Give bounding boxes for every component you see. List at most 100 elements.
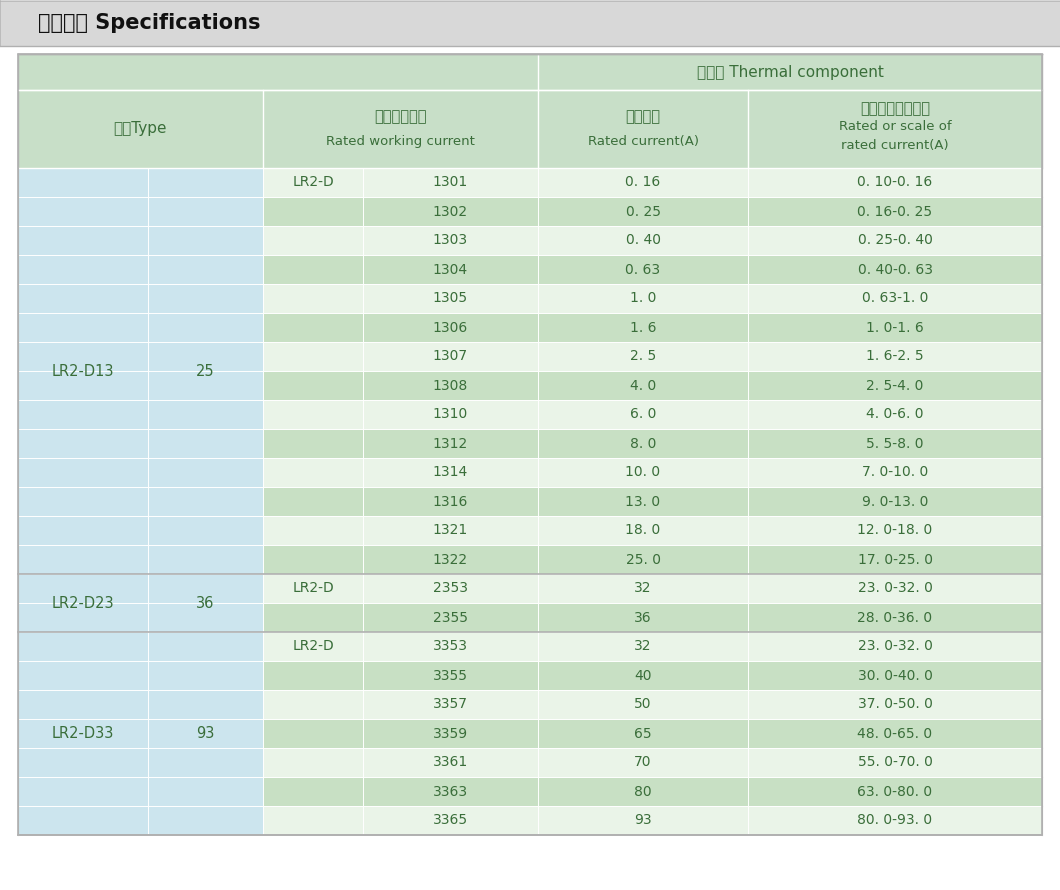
Text: 0. 40: 0. 40 xyxy=(625,233,660,247)
Bar xyxy=(263,574,1042,603)
Text: LR2-D13: LR2-D13 xyxy=(52,363,114,378)
Text: 1. 0-1. 6: 1. 0-1. 6 xyxy=(866,320,924,335)
Bar xyxy=(18,54,1042,90)
Text: rated current(A): rated current(A) xyxy=(842,139,949,151)
Bar xyxy=(263,458,1042,487)
Text: 63. 0-80. 0: 63. 0-80. 0 xyxy=(858,784,933,798)
Bar xyxy=(263,313,1042,342)
Text: 2355: 2355 xyxy=(432,611,469,625)
Bar xyxy=(18,632,263,835)
Text: 36: 36 xyxy=(634,611,652,625)
Bar xyxy=(748,90,1042,168)
Text: 4. 0-6. 0: 4. 0-6. 0 xyxy=(866,408,923,422)
Bar xyxy=(263,690,1042,719)
Text: 23. 0-32. 0: 23. 0-32. 0 xyxy=(858,581,933,595)
Text: 37. 0-50. 0: 37. 0-50. 0 xyxy=(858,698,933,711)
Text: 25. 0: 25. 0 xyxy=(625,553,660,567)
Bar xyxy=(18,54,538,90)
Bar xyxy=(263,632,1042,661)
Text: 热元件 Thermal component: 热元件 Thermal component xyxy=(696,64,883,79)
Text: LR2-D: LR2-D xyxy=(293,640,334,653)
Bar xyxy=(263,168,1042,197)
Text: 额定电流选择范围: 额定电流选择范围 xyxy=(860,101,930,117)
Text: LR2-D23: LR2-D23 xyxy=(52,595,114,611)
Text: 4. 0: 4. 0 xyxy=(630,378,656,392)
Text: 1321: 1321 xyxy=(432,523,469,538)
Text: LR2-D: LR2-D xyxy=(293,175,334,190)
Text: 17. 0-25. 0: 17. 0-25. 0 xyxy=(858,553,933,567)
Text: 0. 63-1. 0: 0. 63-1. 0 xyxy=(862,292,929,305)
Text: 2. 5: 2. 5 xyxy=(630,350,656,363)
Text: 0. 25-0. 40: 0. 25-0. 40 xyxy=(858,233,933,247)
Text: 55. 0-70. 0: 55. 0-70. 0 xyxy=(858,756,933,770)
Bar xyxy=(538,90,748,168)
Text: 1301: 1301 xyxy=(432,175,469,190)
Text: 技术参数 Specifications: 技术参数 Specifications xyxy=(38,13,261,33)
Text: 3355: 3355 xyxy=(432,668,469,683)
Text: 3365: 3365 xyxy=(432,813,469,828)
Bar xyxy=(263,371,1042,400)
Text: Rated current(A): Rated current(A) xyxy=(587,134,699,148)
Text: 5. 5-8. 0: 5. 5-8. 0 xyxy=(866,436,923,450)
Text: 80. 0-93. 0: 80. 0-93. 0 xyxy=(858,813,933,828)
Text: LR2-D: LR2-D xyxy=(293,581,334,595)
Text: 6. 0: 6. 0 xyxy=(630,408,656,422)
Text: 1322: 1322 xyxy=(432,553,469,567)
Text: 8. 0: 8. 0 xyxy=(630,436,656,450)
Text: 0. 63: 0. 63 xyxy=(625,263,660,277)
Text: 1304: 1304 xyxy=(432,263,469,277)
Text: 32: 32 xyxy=(634,640,652,653)
Text: 32: 32 xyxy=(634,581,652,595)
Text: 1316: 1316 xyxy=(432,495,469,508)
Text: Rated or scale of: Rated or scale of xyxy=(838,120,951,134)
Text: 0. 10-0. 16: 0. 10-0. 16 xyxy=(858,175,933,190)
Text: 9. 0-13. 0: 9. 0-13. 0 xyxy=(862,495,929,508)
Bar xyxy=(263,197,1042,226)
Text: 7. 0-10. 0: 7. 0-10. 0 xyxy=(862,465,929,480)
Text: 25: 25 xyxy=(196,363,215,378)
Bar xyxy=(263,400,1042,429)
Bar xyxy=(263,255,1042,284)
Text: 1314: 1314 xyxy=(432,465,469,480)
Bar xyxy=(263,603,1042,632)
Bar xyxy=(263,487,1042,516)
Text: 48. 0-65. 0: 48. 0-65. 0 xyxy=(858,726,933,740)
Bar xyxy=(263,806,1042,835)
Text: 1305: 1305 xyxy=(432,292,469,305)
Text: 0. 16: 0. 16 xyxy=(625,175,660,190)
Bar xyxy=(263,429,1042,458)
Text: 13. 0: 13. 0 xyxy=(625,495,660,508)
Bar xyxy=(263,719,1042,748)
Text: 36: 36 xyxy=(196,595,215,611)
Text: 3361: 3361 xyxy=(432,756,469,770)
Text: LR2-D33: LR2-D33 xyxy=(52,726,114,741)
Bar xyxy=(263,748,1042,777)
Text: 10. 0: 10. 0 xyxy=(625,465,660,480)
Bar xyxy=(263,545,1042,574)
Text: 1302: 1302 xyxy=(432,205,469,219)
Text: 50: 50 xyxy=(634,698,652,711)
Text: 2353: 2353 xyxy=(432,581,469,595)
Text: 3363: 3363 xyxy=(432,784,469,798)
Text: 0. 25: 0. 25 xyxy=(625,205,660,219)
Bar xyxy=(263,342,1042,371)
Text: 1303: 1303 xyxy=(432,233,469,247)
Bar xyxy=(263,90,538,168)
Text: 65: 65 xyxy=(634,726,652,740)
Bar xyxy=(18,574,263,632)
Bar xyxy=(18,168,263,574)
Text: 40: 40 xyxy=(634,668,652,683)
Text: 型号Type: 型号Type xyxy=(113,122,167,136)
Text: 1307: 1307 xyxy=(432,350,469,363)
Text: 额定工作电流: 额定工作电流 xyxy=(374,109,427,125)
Text: 93: 93 xyxy=(196,726,215,741)
Bar xyxy=(263,777,1042,806)
Bar xyxy=(263,661,1042,690)
Text: 2. 5-4. 0: 2. 5-4. 0 xyxy=(866,378,923,392)
Bar xyxy=(263,516,1042,545)
Text: 1. 0: 1. 0 xyxy=(630,292,656,305)
Text: 18. 0: 18. 0 xyxy=(625,523,660,538)
Text: 0. 16-0. 25: 0. 16-0. 25 xyxy=(858,205,933,219)
Text: 3353: 3353 xyxy=(432,640,469,653)
Bar xyxy=(18,90,263,168)
